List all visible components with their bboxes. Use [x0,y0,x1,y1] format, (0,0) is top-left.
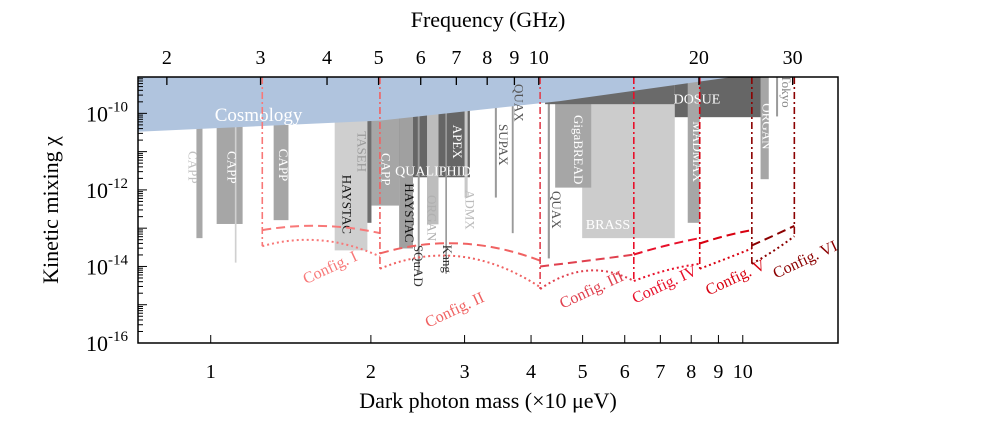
experiment-label: HAYSTAC [402,183,417,242]
experiment-label: APEX [450,125,465,160]
experiment-label: MADMAX [690,121,705,182]
x-tick-label: 2 [366,361,376,383]
x2-tick-label: 9 [509,47,519,69]
exclusion-region [547,77,550,259]
config-dashed-curve [539,253,634,268]
exclusion-region [776,77,779,117]
config-dashed-curve [379,242,541,262]
experiment-label: ORGAN [425,195,440,242]
x2-tick-label: 2 [162,47,172,69]
x-tick-label: 10 [733,361,753,383]
x-tick-label: 4 [526,361,536,383]
exclusion-region [427,77,439,225]
x2-tick-label: 8 [482,47,492,69]
experiment-label: SQuAD [411,245,426,287]
config-label: Config. VI [771,238,841,283]
experiment-label: QUAX [549,191,564,229]
experiment-label: BRASS [586,218,630,233]
x2-tick-label: 7 [451,47,461,69]
config-dotted-curve [539,269,635,290]
x-tick-label: 9 [713,361,723,383]
x2-tick-label: 10 [529,47,549,69]
exclusion-region [494,77,497,198]
x-tick-label: 6 [620,361,630,383]
experiment-label: CAPP [225,151,240,184]
experiment-label: DOSUE [674,93,721,108]
experiment-label: TASEH [354,131,369,172]
experiment-label: Kang [440,245,455,274]
exclusion-region [417,77,420,274]
experiment-label: QUALIPHID [395,165,471,180]
exclusion-region [511,77,514,234]
config-dashed-curve [751,224,795,247]
x2-tick-label: 6 [416,47,426,69]
experiment-label: Tokyo [779,75,794,108]
x2-tick-label: 3 [256,47,266,69]
config-label: Config. I [300,248,360,288]
experiment-label: GigaBREAD [571,115,586,184]
exclusion-region [367,77,372,223]
config-label: Config. II [423,289,487,331]
exclusion-region [399,77,414,249]
y-tick-label: 10-12 [86,176,128,203]
x2-axis-title: Frequency (GHz) [411,7,566,32]
experiment-label: SUPAX [496,124,511,166]
experiment-label: CAPP [378,153,393,186]
config-dotted-curve [751,235,795,265]
x-tick-label: 1 [206,361,216,383]
config-dotted-curve [379,254,541,288]
exclusion-region [196,77,203,239]
config-label: Config. V [703,257,768,300]
x-tick-label: 3 [460,361,470,383]
y-tick-exponent: -16 [108,329,128,345]
config-dashed-curve [262,224,381,235]
exclusion-region [445,77,447,274]
x-tick-label: 8 [686,361,696,383]
x2-tick-label: 20 [689,47,709,69]
config-dotted-curve [699,247,753,270]
y-tick-label: 10-14 [86,252,128,279]
config-label: Config. IV [630,262,700,307]
exclusion-region [760,77,769,180]
exclusion-region [234,77,237,263]
y-tick-exponent: -14 [108,252,128,268]
experiment-label: QUAX [511,84,526,122]
y-tick-exponent: -10 [108,99,128,115]
config-dotted-curve [262,238,381,258]
config-dashed-curve [633,237,700,256]
config-dotted-curve [633,262,700,282]
experiment-label: CAPP [276,149,291,182]
x-axis-title: Dark photon mass (×10 μeV) [359,388,617,413]
exclusion-region [687,77,700,223]
y-tick-exponent: -12 [108,176,128,192]
experiment-label: CAPP [185,151,200,184]
experiment-label: ADMX [462,190,477,230]
y-tick-label: 10-10 [86,99,128,126]
cosmology-label: Cosmology [215,105,303,126]
x-tick-label: 5 [578,361,588,383]
y-axis-title: Kinetic mixing χ [38,136,63,284]
config-dashed-curve [699,229,753,245]
exclusion-region [464,77,468,198]
experiment-label: HAYSTAC [339,175,354,234]
x2-tick-label: 4 [322,47,332,69]
x2-tick-label: 30 [783,47,803,69]
experiment-label: ORGAN [760,103,775,150]
y-tick-label: 10-16 [86,329,128,356]
x-tick-label: 7 [655,361,665,383]
x2-tick-label: 5 [374,47,384,69]
cosmology-region [138,77,838,132]
